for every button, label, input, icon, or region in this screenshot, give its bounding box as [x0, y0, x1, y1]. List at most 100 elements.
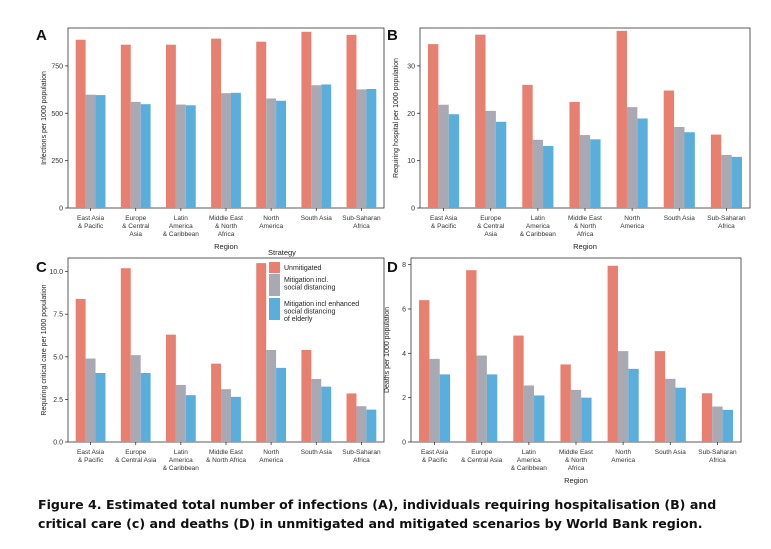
bar: [579, 135, 591, 208]
x-tick-label: Latin: [531, 215, 545, 222]
x-tick-label: America: [259, 457, 283, 464]
bar: [175, 104, 186, 208]
legend-label: Unmitigated: [284, 265, 321, 272]
legend-swatch: [269, 262, 280, 273]
x-tick-label: America: [169, 223, 193, 230]
bar: [221, 93, 231, 208]
x-tick-label: & Central Asia: [461, 457, 503, 464]
bar: [428, 44, 439, 209]
bar: [534, 395, 545, 442]
bar: [628, 368, 639, 442]
panel-c: C 0.0 2.5 5.0 7.5 10.0 Requiring critical care…: [36, 257, 385, 472]
x-tick-label: Sub-Saharan: [342, 215, 381, 222]
x-axis-label: Region: [214, 242, 238, 251]
y-tick-label: 750: [51, 63, 63, 70]
bar: [570, 389, 582, 442]
x-tick-label: Africa: [709, 457, 726, 464]
x-tick-label: Sub-Saharan: [698, 449, 737, 456]
x-tick-label: & North: [215, 223, 237, 230]
bar: [120, 268, 131, 442]
bar: [617, 351, 629, 442]
bar: [722, 409, 733, 442]
y-tick-label: 10.0: [49, 269, 63, 276]
bar: [543, 145, 554, 208]
bar: [466, 270, 477, 442]
x-tick-label: & Caribbean: [163, 231, 200, 238]
x-tick-label: America: [169, 457, 193, 464]
x-tick-label: South Asia: [301, 215, 332, 222]
bar: [448, 114, 460, 208]
x-tick-label: South Asia: [664, 215, 695, 222]
x-tick-label: & Central Asia: [115, 457, 157, 464]
y-tick-label: 0: [59, 206, 63, 213]
legend-label: Mitigation incl.: [284, 277, 328, 284]
bar: [366, 89, 377, 208]
y-tick-label: 0: [402, 440, 406, 447]
y-tick-label: 8: [402, 262, 406, 269]
bar: [221, 389, 231, 442]
bar: [654, 351, 666, 442]
x-tick-label: Middle East: [568, 215, 602, 222]
bar: [663, 90, 675, 208]
bar: [607, 265, 618, 442]
x-tick-label: Latin: [174, 449, 188, 456]
bar: [665, 378, 676, 442]
x-tick-label: Middle East: [209, 449, 243, 456]
bar: [675, 387, 686, 442]
bar: [311, 378, 322, 442]
legend-label: social distancing: [284, 309, 335, 316]
x-tick-label: America: [517, 457, 541, 464]
x-tick-label: & North: [565, 457, 587, 464]
x-tick-label: Africa: [577, 231, 594, 238]
bar: [85, 94, 96, 208]
bar: [130, 101, 141, 208]
panel-b: B 0 10 20 30 Requiring hospital per 1000 popu…: [387, 27, 751, 251]
x-tick-label: Sub-Saharan: [342, 449, 381, 456]
legend-label: social distancing: [284, 285, 335, 292]
x-tick-label: & Central: [477, 223, 505, 230]
x-tick-label: America: [526, 223, 550, 230]
bar: [438, 104, 449, 208]
x-tick-label: Asia: [484, 231, 497, 238]
bar: [513, 335, 524, 442]
bar: [419, 300, 430, 442]
bar: [211, 38, 222, 208]
bar: [429, 358, 440, 442]
bar: [165, 334, 176, 442]
x-tick-label: & North Africa: [206, 457, 246, 464]
bar: [140, 373, 151, 442]
y-tick-label: 30: [407, 63, 415, 70]
bar: [356, 406, 367, 442]
bar: [266, 98, 277, 208]
y-axis-label: Deaths per 1000 population: [384, 307, 391, 393]
x-tick-label: America: [611, 457, 635, 464]
bar: [626, 107, 638, 208]
bar: [560, 364, 571, 442]
bar: [366, 409, 377, 442]
bar: [321, 386, 332, 442]
x-tick-label: East Asia: [421, 449, 448, 456]
bar: [95, 95, 106, 208]
bar: [721, 154, 732, 208]
x-tick-label: South Asia: [301, 449, 332, 456]
y-tick-label: 20: [407, 111, 415, 118]
x-tick-label: East Asia: [430, 215, 457, 222]
y-tick-label: 4: [402, 351, 406, 358]
bar: [523, 385, 535, 442]
x-tick-label: Africa: [353, 457, 370, 464]
x-tick-label: North: [615, 449, 631, 456]
x-tick-label: Sub-Saharan: [707, 215, 746, 222]
x-tick-label: & Caribbean: [520, 231, 557, 238]
bar: [581, 397, 592, 442]
x-axis-label: Region: [564, 476, 588, 485]
x-tick-label: & North: [574, 223, 596, 230]
bar: [532, 139, 544, 208]
legend-label: Mitigation incl enhanced: [284, 301, 359, 308]
x-tick-label: East Asia: [77, 449, 104, 456]
bar: [140, 104, 151, 208]
bar: [120, 44, 131, 209]
y-tick-label: 500: [51, 111, 63, 118]
bar: [230, 92, 241, 208]
x-tick-label: & Pacific: [431, 223, 457, 230]
